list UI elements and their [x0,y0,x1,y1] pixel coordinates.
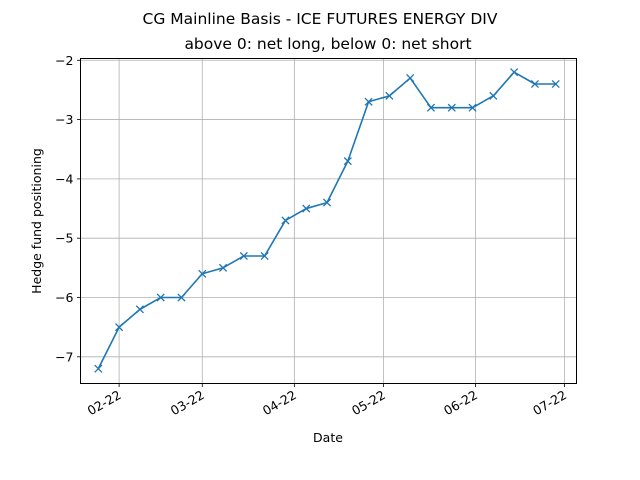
data-point-marker [115,323,124,332]
data-point-marker [156,293,165,302]
data-point-marker [343,157,352,166]
x-axis-label: Date [313,430,343,445]
plot-frame [80,58,577,384]
data-point-marker [426,103,436,112]
y-tick-label: −5 [55,231,73,246]
data-point-marker [468,103,477,112]
data-point-marker [198,269,207,278]
data-point-marker [94,364,103,373]
chart-subtitle: above 0: net long, below 0: net short [184,35,471,53]
y-tick-label: −3 [55,112,73,127]
grid [80,58,577,384]
data-point-marker [510,68,519,77]
y-tick-label: −7 [55,349,73,364]
y-tick-label: −2 [55,53,73,68]
y-tick-label: −4 [55,171,73,186]
data-point-marker [260,251,269,261]
data-point-marker [447,103,456,112]
data-point-marker [281,216,290,225]
series-line [94,68,560,373]
data-point-marker [385,91,394,100]
data-point-marker [322,198,332,207]
data-point-marker [406,74,415,83]
chart-title: CG Mainline Basis - ICE FUTURES ENERGY D… [143,10,498,28]
data-point-marker [239,251,248,261]
data-point-marker [177,293,186,302]
data-point-marker [302,204,311,213]
data-point-marker [551,79,560,89]
data-point-marker [530,79,539,89]
data-point-marker [364,97,373,106]
data-point-marker [489,91,498,100]
data-point-marker [135,305,144,314]
y-tick-label: −6 [55,290,73,305]
data-point-marker [219,263,228,272]
y-axis-label: Hedge fund positioning [29,148,44,294]
